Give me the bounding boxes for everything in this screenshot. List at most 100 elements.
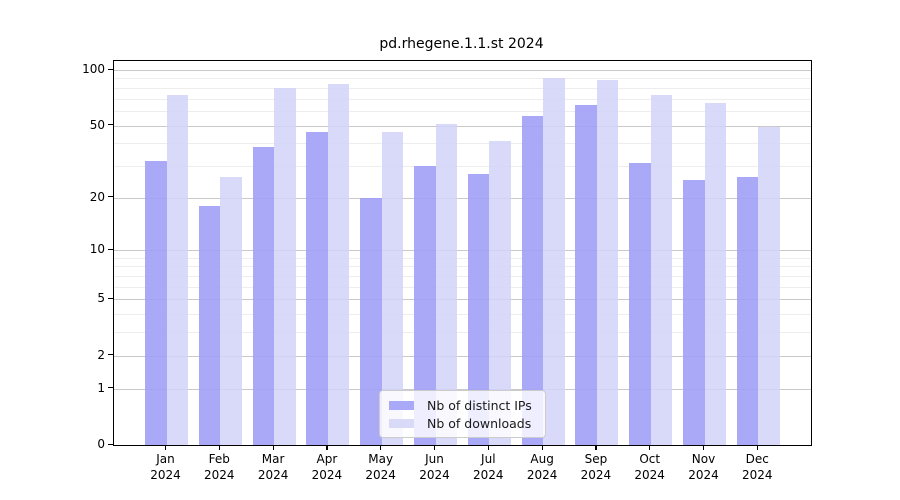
x-tick-label: Apr 2024 [299,452,355,483]
x-tick-label: Dec 2024 [729,452,785,483]
x-tick-mark [165,445,167,450]
x-tick-mark [649,445,651,450]
chart-title: pd.rhegene.1.1.st 2024 [379,36,544,52]
x-tick-mark [541,445,543,450]
minor-gridline [114,87,811,89]
minor-gridline [114,266,811,268]
major-gridline [114,388,811,390]
bar-distinct-ips [521,116,544,445]
x-tick-label: Aug 2024 [514,452,570,483]
bar-distinct-ips [252,147,275,445]
y-tick-mark [108,387,113,389]
x-tick-year: 2024 [204,467,235,482]
legend-label-downloads: Nb of downloads [427,415,532,431]
bar-distinct-ips [360,197,382,445]
x-tick-month: May [368,452,394,466]
y-tick-mark [108,354,113,356]
x-tick-mark [380,445,382,450]
minor-gridline [114,276,811,278]
minor-gridline [114,165,811,167]
legend-entry-distinct-ips: Nb of distinct IPs [389,398,536,413]
minor-gridline [114,314,811,316]
x-tick-year: 2024 [473,467,504,482]
x-tick-label: Feb 2024 [191,452,247,483]
x-tick-year: 2024 [526,467,558,482]
bar-downloads [543,78,565,445]
major-gridline [114,70,811,71]
minor-gridline [114,286,811,288]
bar-downloads [274,87,296,445]
x-tick-label: Oct 2024 [622,452,678,483]
bar-downloads [650,95,673,445]
x-tick-month: Nov [691,452,716,466]
bar-downloads [327,84,350,445]
bar-downloads [435,123,457,445]
minor-gridline [114,257,811,259]
major-gridline [114,299,811,301]
x-tick-label: Jan 2024 [138,452,194,483]
x-tick-year: 2024 [688,467,719,482]
bar-distinct-ips [145,160,167,445]
x-tick-mark [326,445,328,450]
x-tick-month: Jul [481,452,496,466]
x-tick-month: Dec [745,452,769,466]
y-tick-mark [108,248,113,250]
x-tick-month: Feb [208,452,230,466]
x-tick-year: 2024 [742,467,773,482]
x-tick-mark [218,445,220,450]
y-tick-label: 20 [89,189,105,204]
y-tick-mark [108,196,113,198]
y-tick-label: 2 [97,347,105,362]
y-tick-mark [108,124,113,126]
y-tick-mark [108,68,113,70]
y-tick-label: 5 [97,291,105,306]
minor-gridline [114,78,811,80]
y-tick-label: 100 [82,62,105,76]
x-tick-month: Sep [584,452,608,466]
x-tick-year: 2024 [580,467,612,482]
major-gridline [114,250,811,252]
x-tick-mark [272,445,274,450]
x-tick-month: Jun [425,452,444,466]
x-tick-mark [434,445,436,450]
x-tick-label: Sep 2024 [568,452,624,483]
x-tick-month: Aug [530,452,554,466]
x-tick-year: 2024 [419,467,450,482]
bar-distinct-ips [198,205,221,445]
x-tick-label: Jul 2024 [460,452,516,483]
x-tick-mark [703,445,705,450]
y-tick-label: 10 [89,242,105,257]
minor-gridline [114,98,811,100]
y-tick-label: 1 [97,380,105,395]
bar-distinct-ips [736,177,759,445]
x-tick-month: Apr [316,452,338,466]
y-tick-label: 0 [97,437,105,451]
y-tick-mark [108,443,113,445]
y-tick-mark [108,297,113,300]
bar-downloads [489,141,511,445]
legend-label-distinct-ips: Nb of distinct IPs [427,397,532,413]
minor-gridline [114,143,811,145]
y-tick-label: 50 [89,117,105,132]
legend-swatch-distinct-ips-icon [389,400,414,410]
x-tick-year: 2024 [634,467,665,482]
x-tick-month: Mar [261,452,285,466]
bar-distinct-ips [629,163,651,445]
major-gridline [114,125,811,127]
legend-entry-downloads: Nb of downloads [389,416,536,431]
x-tick-year: 2024 [150,467,181,482]
bar-downloads [220,177,242,445]
x-tick-label: Jun 2024 [407,452,463,483]
bar-downloads [166,95,188,445]
minor-gridline [114,332,811,334]
bar-distinct-ips [414,165,436,445]
major-gridline [114,355,811,357]
legend: Nb of distinct IPs Nb of downloads [379,390,546,438]
bar-distinct-ips [575,104,597,445]
bar-distinct-ips [306,132,328,445]
x-tick-mark [595,445,597,450]
major-gridline [114,197,811,199]
x-tick-mark [487,445,489,450]
bar-distinct-ips [467,174,490,445]
